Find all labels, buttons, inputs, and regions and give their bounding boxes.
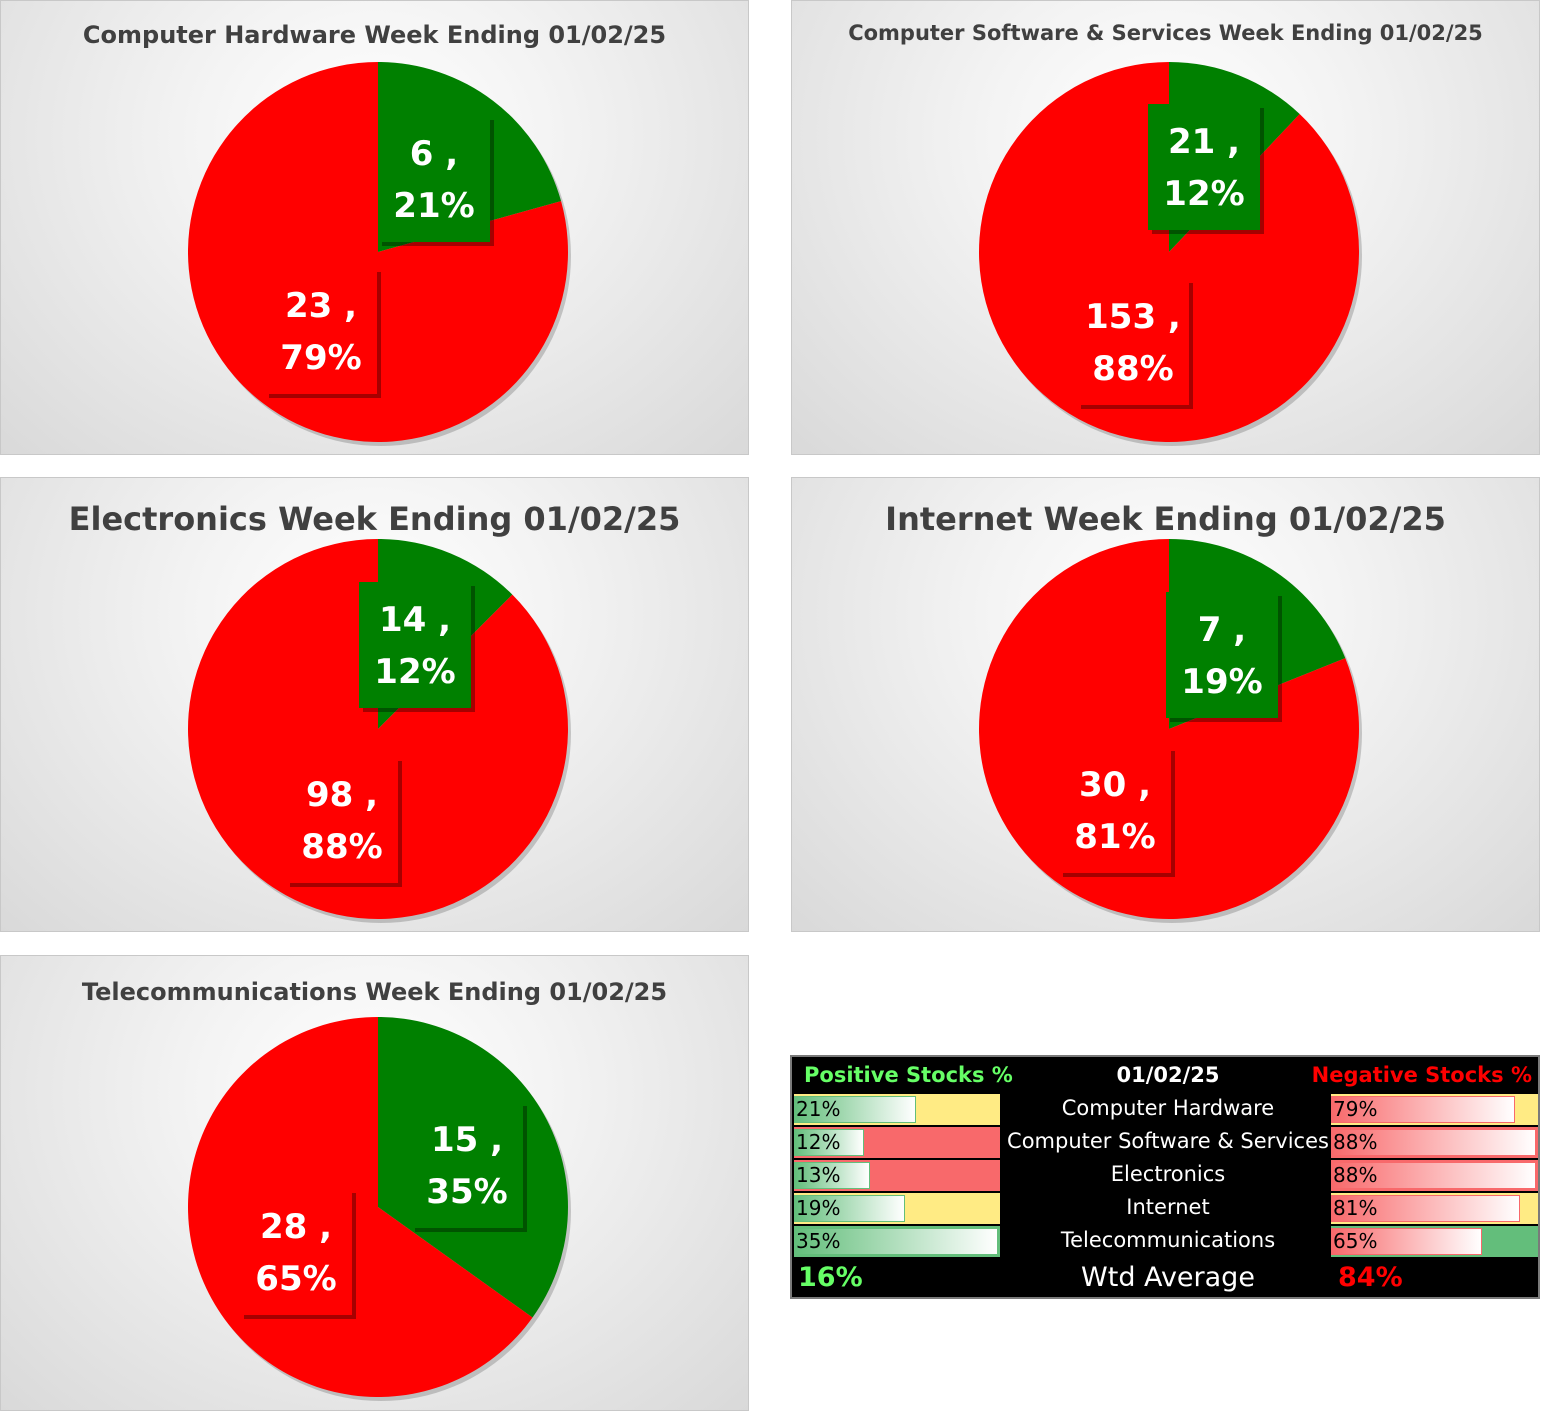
positive-stocks-header: Positive Stocks % [804,1063,1013,1087]
negative-data-bar [1331,1228,1482,1255]
label-box [1077,279,1189,405]
chart-title: Telecommunications Week Ending 01/02/25 [81,978,668,1006]
label-percent: 79% [280,338,361,378]
pie-chart: 14 , 12% 98 , 88% [187,539,571,923]
chart-title: Computer Software & Services Week Ending… [848,21,1483,45]
pie-chart: 6 ,21%23 ,79% [188,62,571,446]
summary-row: 35% Telecommunications 65% [792,1225,1538,1258]
data-label-negative: 30 , 81% [1059,747,1175,877]
chart-panel-internet: Internet Week Ending 01/02/25 7 , 19% 30 ,… [791,477,1540,932]
data-label-negative: 23 , 79% [265,268,381,398]
data-label-negative: 28 , 65% [240,1189,356,1319]
chart-title: Internet Week Ending 01/02/25 [885,500,1446,538]
category-label: Telecommunications [1060,1228,1276,1252]
label-box [411,1102,523,1228]
positive-data-bar [794,1162,870,1189]
label-box [1166,592,1278,718]
data-label-positive: 15 , 35% [411,1102,527,1232]
positive-data-bar [794,1195,905,1222]
chart-panel-computer-software-services: Computer Software & Services Week Ending… [791,0,1540,455]
label-count: 23 , [285,286,357,326]
negative-percent: 79% [1333,1097,1378,1121]
pie-chart: 15 , 35% 28 , 65% [187,1017,571,1401]
positive-data-bar [794,1129,864,1156]
summary-row: 13% Electronics 88% [792,1159,1538,1192]
positive-percent: 35% [796,1229,841,1253]
label-percent: 19% [1181,662,1262,702]
avg-positive: 16% [798,1262,863,1293]
chart-title: Electronics Week Ending 01/02/25 [68,500,681,538]
label-percent: 12% [374,652,455,692]
pie-slice-negative [979,62,1359,442]
label-count: 6 , [410,134,458,174]
negative-data-bar [1331,1162,1536,1189]
category-label: Electronics [1110,1162,1226,1186]
chart-panel-electronics: Electronics Week Ending 01/02/25 14 , 12%… [0,477,749,932]
label-box [359,582,471,708]
data-label-positive: 6 ,21% [378,116,494,246]
label-count: 153 , [1085,297,1181,337]
positive-data-bar [794,1228,998,1255]
label-count: 7 , [1198,610,1246,650]
label-percent: 88% [301,827,382,867]
summary-row: 21% Computer Hardware 79% [792,1093,1538,1126]
negative-data-bar [1331,1129,1536,1156]
data-label-negative: 98 , 88% [286,757,402,887]
pie-chart: 21 , 12% 153 , 88% [979,62,1362,446]
pie-slice-negative [187,539,568,919]
label-count: 14 , [379,600,451,640]
category-label: Computer Software & Services [1007,1129,1329,1153]
negative-data-bar [1331,1096,1515,1123]
label-box [240,1189,352,1315]
label-percent: 35% [426,1172,507,1212]
label-percent: 21% [393,186,474,226]
negative-stocks-header: Negative Stocks % [1311,1063,1532,1087]
negative-data-bar [1331,1195,1520,1222]
negative-percent: 81% [1333,1196,1378,1220]
chart-title: Computer Hardware Week Ending 01/02/25 [82,21,667,49]
positive-percent: 21% [796,1097,841,1121]
chart-panel-telecommunications: Telecommunications Week Ending 01/02/25 … [0,955,749,1411]
positive-percent: 12% [796,1130,841,1154]
avg-negative: 84% [1338,1262,1403,1293]
label-box [378,116,490,242]
label-count: 98 , [306,775,378,815]
label-box [1059,747,1171,873]
label-percent: 88% [1092,349,1173,389]
data-label-negative: 153 , 88% [1077,279,1193,409]
negative-percent: 65% [1333,1229,1378,1253]
avg-label: Wtd Average [1081,1262,1255,1293]
pie-chart: 7 ,19%30 ,81% [979,539,1362,923]
label-box [1148,104,1260,230]
label-box [265,268,377,394]
label-percent: 12% [1163,174,1244,214]
chart-panel-computer-hardware: Computer Hardware Week Ending 01/02/25 6… [0,0,749,455]
summary-row: 19% Internet 81% [792,1192,1538,1225]
positive-percent: 13% [796,1163,841,1187]
data-label-positive: 21 , 12% [1148,104,1264,234]
data-label-positive: 14 , 12% [359,582,475,712]
label-count: 30 , [1079,765,1151,805]
negative-percent: 88% [1333,1130,1378,1154]
data-label-positive: 7 ,19% [1166,592,1282,722]
date-header: 01/02/25 [1116,1063,1220,1087]
label-box [286,757,398,883]
negative-percent: 88% [1333,1163,1378,1187]
summary-row: 12% Computer Software & Services 88% [792,1126,1538,1159]
label-count: 28 , [260,1207,332,1247]
category-label: Computer Hardware [1061,1096,1275,1120]
label-percent: 81% [1074,817,1155,857]
positive-data-bar [794,1096,916,1123]
label-count: 15 , [431,1120,503,1160]
category-label: Internet [1126,1195,1210,1219]
label-count: 21 , [1168,122,1240,162]
label-percent: 65% [255,1259,336,1299]
positive-percent: 19% [796,1196,841,1220]
summary-table: Positive Stocks % 01/02/25 Negative Stoc… [790,1055,1540,1299]
